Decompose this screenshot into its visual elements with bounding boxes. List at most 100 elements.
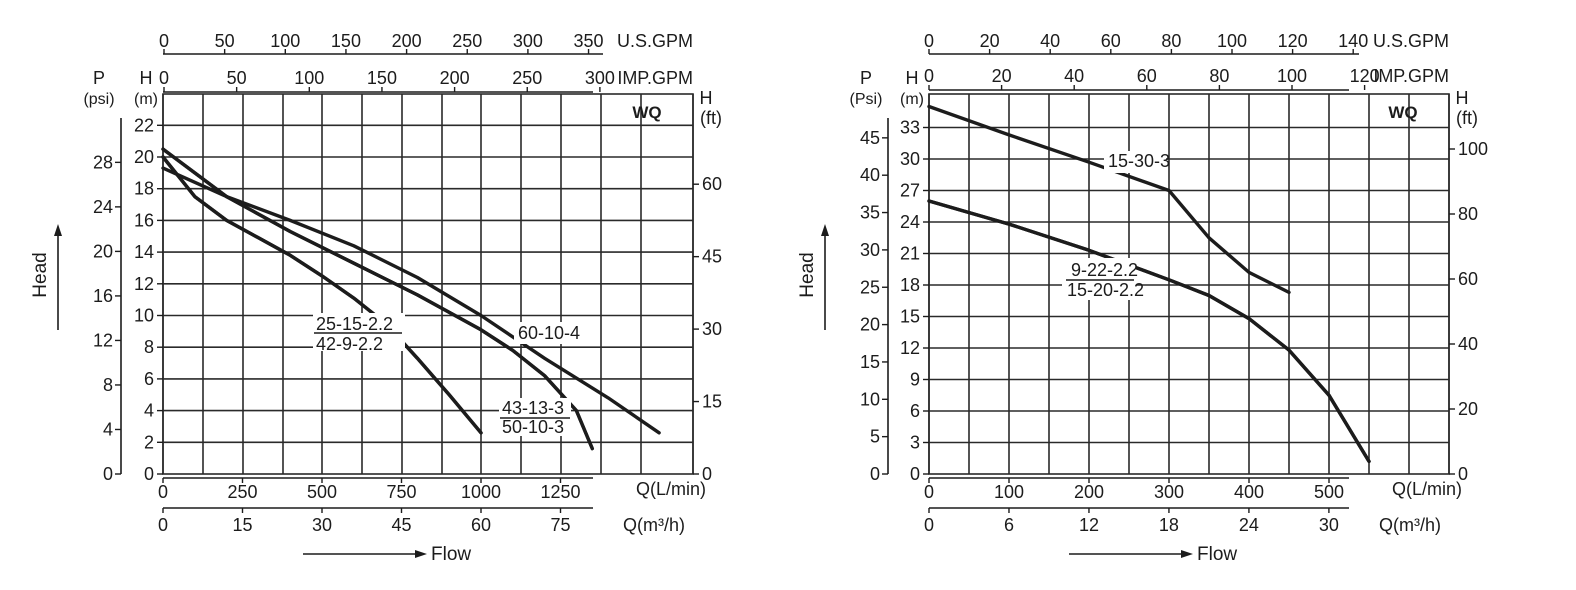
label-background <box>499 398 571 436</box>
impgpm-tick-label: 20 <box>992 66 1012 86</box>
m3h-tick-label: 30 <box>312 515 332 535</box>
m3h-tick-label: 6 <box>1004 515 1014 535</box>
usgpm-tick-label: 200 <box>392 31 422 51</box>
impgpm-tick-label: 50 <box>227 68 247 88</box>
head-m-tick-label: 18 <box>900 275 920 295</box>
usgpm-tick-label: 40 <box>1040 31 1060 51</box>
usgpm-tick-label: 250 <box>452 31 482 51</box>
top-axes: 0 50 100 150 200 250 300 350 U.S.GPM 0 50 100 150 200… <box>159 31 693 93</box>
head-ft-tick-label: 0 <box>1458 464 1468 484</box>
plot-frame <box>928 93 1450 475</box>
head-m-tick-label: 12 <box>900 338 920 358</box>
lmin-tick-label: 750 <box>386 482 416 502</box>
series-label: 15-30-3 <box>1108 151 1170 171</box>
head-ft-tick-label: 0 <box>702 464 712 484</box>
impgpm-tick-label: 120 <box>1350 66 1380 86</box>
label-background <box>313 313 405 351</box>
curves <box>161 147 661 451</box>
usgpm-tick-label: 20 <box>980 31 1000 51</box>
impgpm-tick-label: 0 <box>159 68 169 88</box>
impgpm-tick-label: 250 <box>512 68 542 88</box>
psi-tick-label: 25 <box>860 277 880 297</box>
head-m-axis-title: H <box>140 68 153 88</box>
series-label: 42-9-2.2 <box>316 334 383 354</box>
lmin-tick-label: 100 <box>994 482 1024 502</box>
flow-arrowhead-icon <box>1181 550 1193 558</box>
lmin-tick-label: 200 <box>1074 482 1104 502</box>
plot-grid <box>928 93 1450 475</box>
head-ft-axis-title: H <box>1456 88 1469 108</box>
curve-labels: 25-15-2.242-9-2.2 43-13-350-10-3 60-10-4 <box>313 313 586 437</box>
label-background <box>514 322 586 344</box>
usgpm-tick-label: 140 <box>1338 31 1368 51</box>
head-ft-tick-label: 15 <box>702 392 722 412</box>
y-axis-label: Head <box>797 252 818 297</box>
impgpm-tick-label: 100 <box>1277 66 1307 86</box>
head-m-tick-label: 16 <box>134 210 154 230</box>
head-ft-axis-title: H <box>700 88 713 108</box>
head-ft-tick-label: 80 <box>1458 204 1478 224</box>
psi-tick-label: 16 <box>93 286 113 306</box>
impgpm-tick-label: 60 <box>1137 66 1157 86</box>
head-m-tick-label: 20 <box>134 147 154 167</box>
head-arrowhead-icon <box>54 224 62 236</box>
series-label: 43-13-3 <box>502 398 564 418</box>
usgpm-tick-label: 0 <box>924 31 934 51</box>
impgpm-tick-label: 300 <box>585 68 615 88</box>
impgpm-axis-title: IMP.GPM <box>1373 66 1449 86</box>
head-ft-tick-label: 60 <box>1458 269 1478 289</box>
head-m-tick-label: 24 <box>900 212 920 232</box>
flow-indicator: Flow <box>1069 544 1237 565</box>
m3h-tick-label: 0 <box>924 515 934 535</box>
head-m-tick-label: 14 <box>134 242 154 262</box>
lmin-tick-label: 400 <box>1234 482 1264 502</box>
head-indicator: Head <box>797 224 829 330</box>
psi-tick-label: 10 <box>860 389 880 409</box>
m3h-tick-label: 18 <box>1159 515 1179 535</box>
curves <box>927 104 1371 464</box>
model-badge: WQ <box>632 103 661 122</box>
head-ft-tick-label: 100 <box>1458 139 1488 159</box>
head-ft-axis-unit: (ft) <box>1456 108 1478 128</box>
curve-15-30-3 <box>927 104 1291 295</box>
head-ft-tick-label: 30 <box>702 319 722 339</box>
right-head-ft-axis: 0 15 30 45 60 H(ft) <box>693 88 722 484</box>
m3h-tick-label: 75 <box>550 515 570 535</box>
psi-tick-label: 0 <box>870 464 880 484</box>
head-m-tick-label: 18 <box>134 179 154 199</box>
psi-tick-label: 24 <box>93 197 113 217</box>
lmin-tick-label: 500 <box>307 482 337 502</box>
label-background <box>1062 258 1136 300</box>
lmin-axis-title: Q(L/min) <box>636 479 706 499</box>
psi-tick-label: 40 <box>860 165 880 185</box>
psi-tick-label: 28 <box>93 152 113 172</box>
series-label: 25-15-2.2 <box>316 314 393 334</box>
lmin-tick-label: 1000 <box>461 482 501 502</box>
curve-15-20-2.2 <box>927 199 1371 464</box>
impgpm-tick-label: 80 <box>1209 66 1229 86</box>
head-ft-tick-label: 45 <box>702 247 722 267</box>
psi-tick-label: 30 <box>860 240 880 260</box>
psi-tick-label: 35 <box>860 203 880 223</box>
label-background <box>1104 151 1166 173</box>
head-m-tick-label: 9 <box>910 370 920 390</box>
left-pressure-axis: 0 5 10 15 20 25 30 35 40 45 P (Psi) <box>850 68 889 484</box>
head-arrowhead-icon <box>821 224 829 236</box>
psi-axis-title: P <box>93 68 105 88</box>
impgpm-tick-label: 200 <box>440 68 470 88</box>
m3h-axis-title: Q(m³/h) <box>623 515 685 535</box>
usgpm-tick-label: 100 <box>270 31 300 51</box>
lmin-axis-title: Q(L/min) <box>1392 479 1462 499</box>
impgpm-tick-label: 100 <box>294 68 324 88</box>
impgpm-tick-label: 150 <box>367 68 397 88</box>
psi-tick-label: 20 <box>93 241 113 261</box>
curve-50-10-3 <box>161 147 594 451</box>
series-label: 9-22-2.2 <box>1071 260 1138 280</box>
usgpm-tick-label: 50 <box>215 31 235 51</box>
usgpm-tick-label: 60 <box>1101 31 1121 51</box>
psi-tick-label: 45 <box>860 128 880 148</box>
lmin-tick-label: 250 <box>227 482 257 502</box>
